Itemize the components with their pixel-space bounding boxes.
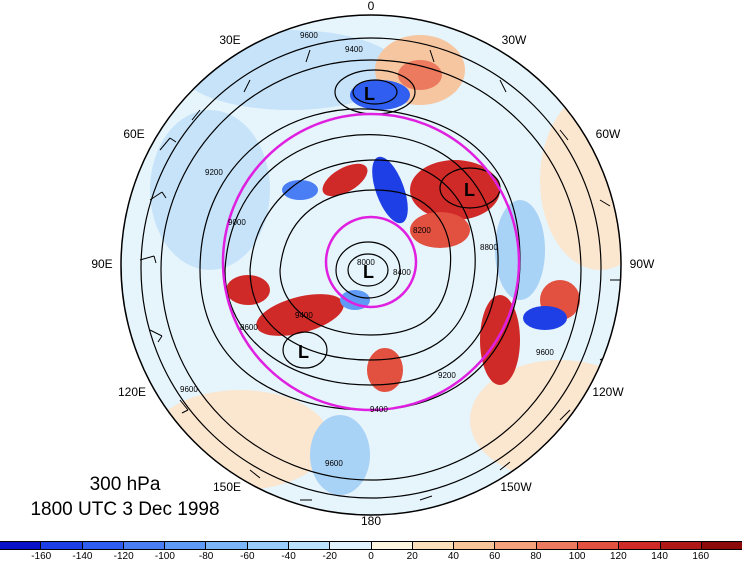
colorbar-tick-label: -60 <box>240 551 255 562</box>
anomaly-blue <box>282 180 318 200</box>
contour-label: 9000 <box>228 218 246 227</box>
colorbar-tick-label: -80 <box>198 551 214 562</box>
colorbar-tick-label: 0 <box>368 551 374 562</box>
colorbar-swatch <box>41 542 83 549</box>
colorbar-swatch <box>454 542 496 549</box>
longitude-label-0: 0 <box>367 0 375 13</box>
colorbar-swatch <box>412 542 455 549</box>
contour-label: 9600 <box>325 459 343 468</box>
colorbar-swatch <box>288 542 331 549</box>
colorbar-tick-label: 60 <box>489 551 501 562</box>
contour-label: 9400 <box>295 311 313 320</box>
colorbar-swatch <box>82 542 124 549</box>
anomaly-blue <box>372 156 408 224</box>
contour-label: 8400 <box>393 268 411 277</box>
contour-label: 8800 <box>480 243 498 252</box>
shade-patch <box>540 90 621 270</box>
anomaly-red <box>398 60 442 90</box>
contour-label: 9600 <box>180 385 198 394</box>
low-center-label: L <box>298 342 309 362</box>
longitude-label-180: 180 <box>360 514 382 528</box>
anomaly-red <box>226 275 270 305</box>
contour-label: 9400 <box>345 45 363 54</box>
contour-label: 9200 <box>205 168 223 177</box>
longitude-label-90e: 90E <box>91 257 113 271</box>
wind-barbs <box>139 49 621 501</box>
low-center-label: L <box>364 84 375 104</box>
contour-label: 9400 <box>370 405 388 414</box>
contour-label: 8000 <box>357 258 375 267</box>
colorbar <box>0 541 742 550</box>
shade-patch <box>310 415 370 495</box>
colorbar-tick-label: -20 <box>322 551 337 562</box>
anomaly-red <box>410 212 470 248</box>
longitude-label-30e: 30E <box>219 33 241 47</box>
contour-label: 9600 <box>536 348 554 357</box>
valid-time-caption: 1800 UTC 3 Dec 1998 <box>30 499 220 520</box>
colorbar-tick-label: -140 <box>72 551 93 562</box>
colorbar-tick-label: -160 <box>31 551 52 562</box>
colorbar-tick-label: 120 <box>609 551 627 562</box>
map-border <box>120 14 622 516</box>
contour-label: 9200 <box>438 371 456 380</box>
longitude-label-30w: 30W <box>501 33 527 47</box>
contour-label: 9600 <box>300 31 318 40</box>
pressure-level-caption: 300 hPa <box>89 474 161 495</box>
contour-label: 8600 <box>240 323 258 332</box>
colorbar-tick-label: 140 <box>651 551 668 562</box>
colorbar-swatch <box>123 542 166 549</box>
anomaly-red <box>322 163 368 197</box>
colorbar-swatch <box>495 542 537 549</box>
colorbar-tick-label: 160 <box>692 551 710 562</box>
longitude-label-150e: 150E <box>212 480 242 494</box>
anomaly-blue <box>350 80 410 110</box>
colorbar-swatch <box>330 542 372 549</box>
colorbar-tick-label: 80 <box>530 551 542 562</box>
latitude-ring-outer <box>221 112 521 412</box>
longitude-label-120e: 120E <box>117 385 147 399</box>
longitude-label-60w: 60W <box>595 127 621 141</box>
longitude-label-120w: 120W <box>592 385 624 399</box>
colorbar-swatch <box>247 542 289 549</box>
longitude-label-60e: 60E <box>123 127 145 141</box>
colorbar-tick-label: -40 <box>281 551 296 562</box>
latitude-ring-inner <box>324 215 418 309</box>
colorbar-swatch <box>701 542 742 549</box>
colorbar-tick-label: 40 <box>447 551 459 562</box>
colorbar-tick-label: -100 <box>154 551 175 562</box>
colorbar-swatch <box>206 542 248 549</box>
low-center-label: L <box>464 180 475 200</box>
colorbar-swatch <box>536 542 578 549</box>
colorbar-swatch <box>165 542 207 549</box>
colorbar-swatch <box>660 542 702 549</box>
colorbar-swatch <box>0 542 42 549</box>
contour-label: 8200 <box>413 226 431 235</box>
colorbar-tick-label: 20 <box>406 551 418 562</box>
anomaly-blue <box>523 306 567 330</box>
polar-map: L L L L 9600 9400 9200 9000 9400 8800 92… <box>120 14 622 516</box>
colorbar-tick-label: 100 <box>568 551 586 562</box>
colorbar-swatch <box>371 542 413 549</box>
colorbar-tick-label: -120 <box>113 551 134 562</box>
low-center-label: L <box>363 262 374 282</box>
shade-patch <box>150 110 270 270</box>
colorbar-swatch <box>577 542 620 549</box>
longitude-label-90w: 90W <box>629 257 655 271</box>
colorbar-swatch <box>619 542 661 549</box>
longitude-label-150w: 150W <box>500 480 532 494</box>
anomaly-red <box>480 295 520 385</box>
